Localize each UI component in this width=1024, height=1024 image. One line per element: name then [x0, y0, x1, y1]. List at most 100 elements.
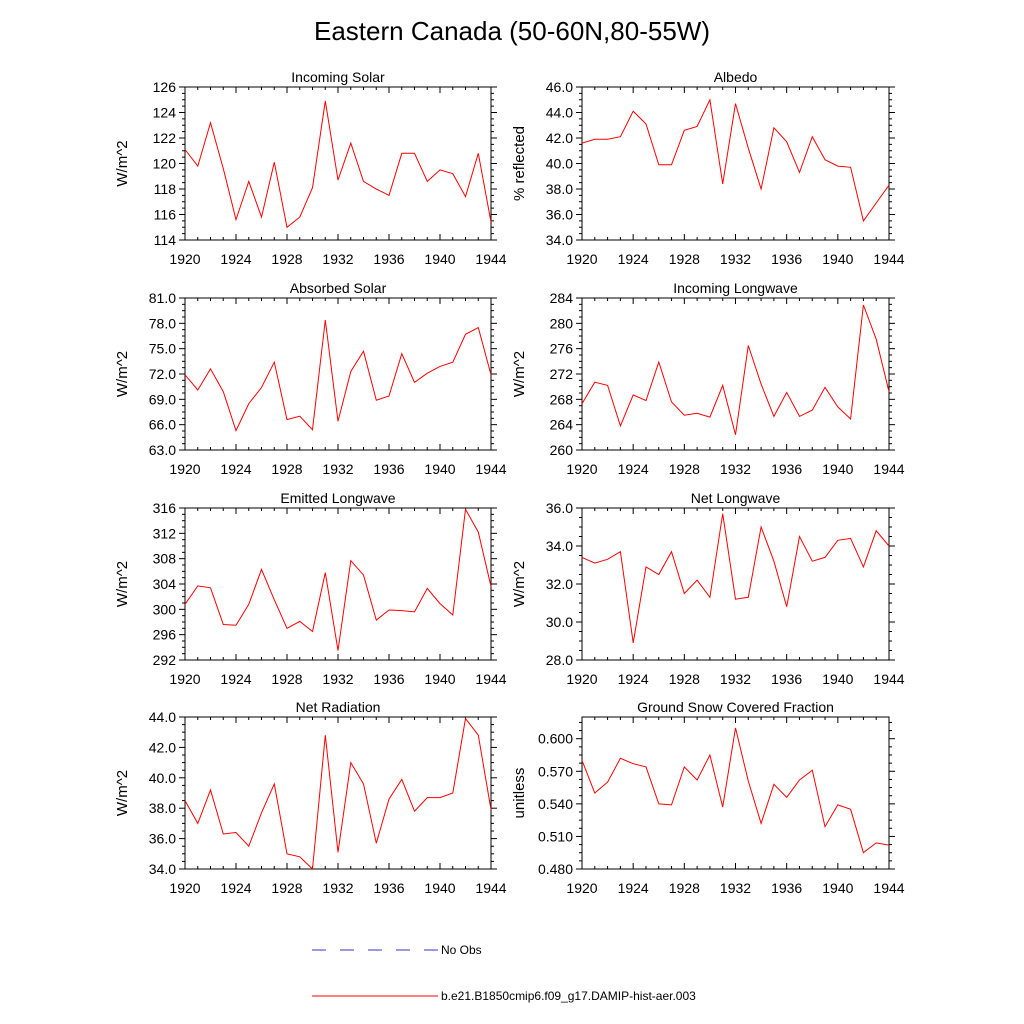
plot-frame	[581, 507, 890, 661]
x-tick-label: 1920	[169, 880, 200, 896]
plot-frame	[184, 86, 492, 241]
x-tick-label: 1944	[873, 880, 904, 896]
x-tick-label: 1936	[373, 461, 404, 477]
x-tick-label: 1924	[220, 671, 251, 687]
x-tick-label: 1920	[169, 461, 200, 477]
x-tick-label: 1924	[618, 880, 649, 896]
y-tick-label: 38.0	[546, 181, 573, 197]
y-tick-label: 312	[153, 525, 177, 541]
y-tick-label: 0.570	[538, 763, 573, 779]
y-tick-label: 300	[153, 601, 177, 617]
x-tick-label: 1924	[618, 671, 649, 687]
y-tick-label: 264	[550, 417, 574, 433]
y-tick-label: 276	[550, 341, 574, 357]
x-tick-label: 1932	[322, 251, 353, 267]
y-tick-label: 44.0	[546, 105, 573, 121]
panel-title: Net Longwave	[691, 490, 781, 506]
x-tick-label: 1936	[373, 880, 404, 896]
x-tick-label: 1940	[424, 671, 455, 687]
series-line-model	[581, 727, 890, 854]
x-tick-label: 1920	[169, 671, 200, 687]
y-tick-label: 36.0	[546, 500, 573, 516]
x-tick-label: 1920	[566, 461, 597, 477]
y-tick-label: 38.0	[149, 800, 176, 816]
x-tick-label: 1940	[822, 461, 853, 477]
x-tick-label: 1936	[373, 671, 404, 687]
x-tick-label: 1928	[271, 251, 302, 267]
x-tick-label: 1924	[220, 461, 251, 477]
panel-incoming-longwave: 1920 1924 1928 1932 1936 1940 1944 260 264 268 272…	[511, 280, 905, 477]
y-tick-label: 34.0	[546, 232, 573, 248]
y-tick-label: 292	[153, 652, 177, 668]
plot-frame	[184, 507, 492, 661]
panel-title: Albedo	[714, 69, 758, 85]
x-tick-label: 1928	[271, 461, 302, 477]
x-tick-label: 1944	[475, 880, 506, 896]
y-tick-label: 40.0	[546, 156, 573, 172]
legend: No Obs b.e21.B1850cmip6.f09_g17.DAMIP-hi…	[312, 943, 696, 1003]
series-line-model	[581, 513, 890, 643]
x-tick-label: 1928	[669, 880, 700, 896]
panel-incoming-solar: 1920 1924 1928 1932 1936 1940 1944 114 116 118 120…	[114, 69, 507, 267]
series-line-model	[184, 100, 492, 229]
panel-title: Emitted Longwave	[280, 490, 395, 506]
series-line-model	[184, 507, 492, 651]
y-axis-label: W/m^2	[511, 351, 528, 397]
y-tick-label: 0.540	[538, 796, 573, 812]
x-tick-label: 1944	[475, 251, 506, 267]
series-line-model	[581, 98, 890, 223]
y-tick-label: 69.0	[149, 391, 176, 407]
x-tick-label: 1940	[424, 461, 455, 477]
plot-frame	[581, 297, 890, 451]
y-tick-label: 114	[154, 232, 177, 248]
x-tick-label: 1920	[566, 671, 597, 687]
panel-title: Ground Snow Covered Fraction	[637, 699, 834, 715]
y-tick-label: 0.600	[538, 731, 573, 747]
y-tick-label: 81.0	[149, 290, 176, 306]
y-tick-label: 0.480	[538, 861, 573, 877]
x-tick-label: 1920	[169, 251, 200, 267]
y-axis-label: W/m^2	[114, 351, 131, 397]
panel-net-longwave: 1920 1924 1928 1932 1936 1940 1944 28.0 30.0 32.0…	[511, 490, 905, 687]
panel-title: Absorbed Solar	[290, 280, 387, 296]
panel-net-radiation: 1920 1924 1928 1932 1936 1940 1944 34.0 36.0 38.0…	[114, 699, 507, 896]
y-axis-label: W/m^2	[114, 561, 131, 607]
y-axis-label: W/m^2	[511, 561, 528, 607]
panel-emitted-longwave: 1920 1924 1928 1932 1936 1940 1944 292 296 300 304…	[114, 490, 507, 687]
y-tick-label: 44.0	[149, 709, 176, 725]
x-tick-label: 1928	[669, 251, 700, 267]
legend-obs-label: No Obs	[441, 943, 482, 957]
plot-frame	[184, 297, 492, 451]
x-tick-label: 1944	[873, 461, 904, 477]
y-tick-label: 284	[550, 290, 574, 306]
y-tick-label: 36.0	[546, 207, 573, 223]
x-tick-label: 1932	[720, 251, 751, 267]
x-tick-label: 1940	[822, 251, 853, 267]
y-tick-label: 34.0	[546, 538, 573, 554]
x-tick-label: 1924	[220, 880, 251, 896]
x-tick-label: 1928	[669, 671, 700, 687]
y-tick-label: 0.510	[538, 828, 573, 844]
x-tick-label: 1936	[771, 880, 802, 896]
y-tick-label: 36.0	[149, 831, 176, 847]
x-tick-label: 1928	[669, 461, 700, 477]
x-tick-label: 1940	[424, 251, 455, 267]
x-tick-label: 1932	[720, 671, 751, 687]
x-tick-label: 1936	[771, 671, 802, 687]
x-tick-label: 1920	[566, 880, 597, 896]
x-tick-label: 1944	[475, 461, 506, 477]
y-tick-label: 46.0	[546, 79, 573, 95]
y-tick-label: 124	[153, 105, 177, 121]
y-tick-label: 122	[153, 130, 177, 146]
y-tick-label: 304	[153, 576, 177, 592]
y-tick-label: 72.0	[149, 366, 176, 382]
x-tick-label: 1932	[322, 671, 353, 687]
y-tick-label: 126	[153, 79, 177, 95]
x-tick-label: 1924	[618, 251, 649, 267]
y-tick-label: 280	[550, 315, 574, 331]
y-tick-label: 42.0	[546, 130, 573, 146]
series-line-model	[581, 304, 890, 435]
y-tick-label: 260	[550, 442, 574, 458]
y-tick-label: 32.0	[546, 576, 573, 592]
x-tick-label: 1936	[771, 461, 802, 477]
